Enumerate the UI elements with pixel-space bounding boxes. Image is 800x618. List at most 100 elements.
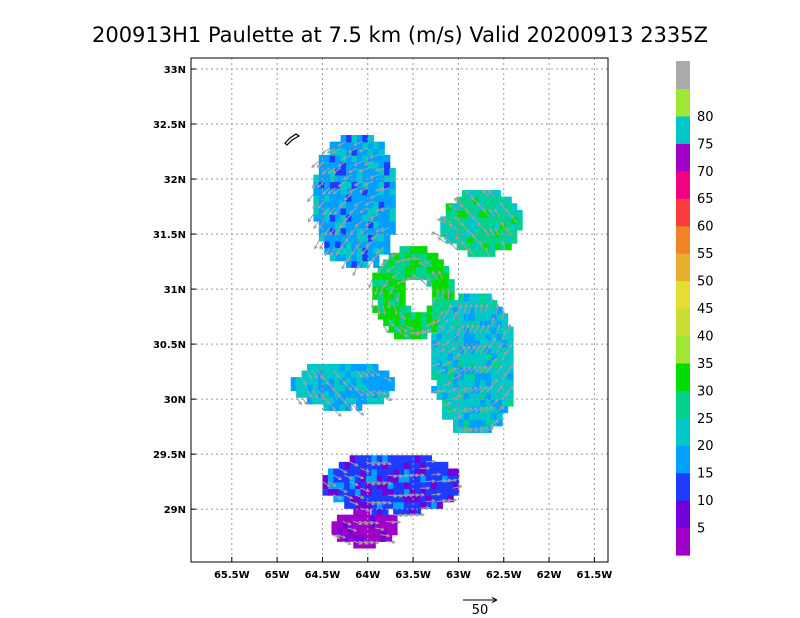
speed-cell (384, 174, 391, 183)
speed-cell (420, 475, 427, 483)
wind-vector-head (348, 387, 353, 391)
speed-cell (301, 377, 308, 385)
speed-cell (474, 418, 481, 427)
wind-vector-head (435, 288, 440, 293)
speed-cell (389, 181, 396, 189)
speed-cell (340, 253, 347, 262)
speed-cell (456, 229, 463, 238)
wind-vector (447, 368, 456, 374)
wind-vector (399, 311, 406, 320)
speed-cell (426, 305, 433, 314)
speed-cell (340, 207, 347, 216)
speed-cell (340, 141, 347, 150)
speed-cell (425, 461, 433, 470)
speed-cell (496, 418, 503, 427)
speed-cell (463, 412, 471, 420)
wind-vector-head (359, 230, 364, 234)
speed-cell (489, 236, 496, 244)
speed-cell (376, 455, 384, 463)
speed-cell (328, 363, 336, 372)
wind-vector-head (469, 427, 474, 432)
reference-vector: 50 (463, 597, 498, 618)
wind-vector-head (505, 391, 509, 396)
wind-vector-head (420, 278, 424, 282)
speed-cell (501, 339, 509, 348)
speed-cell (485, 425, 492, 433)
speed-cell (452, 392, 460, 400)
colorbar-bin (676, 472, 690, 501)
wind-vector (360, 487, 370, 492)
wind-vector (339, 396, 347, 404)
speed-cell (458, 352, 465, 361)
wind-vector (301, 376, 307, 386)
speed-cell (496, 319, 503, 328)
speed-cell (500, 209, 507, 218)
speed-cell (394, 325, 401, 333)
wind-vector-head (354, 463, 359, 467)
wind-vector-head (316, 184, 321, 189)
wind-vector (374, 285, 379, 295)
speed-cell (415, 332, 423, 340)
wind-vector-head (327, 483, 332, 487)
speed-cell (474, 399, 481, 407)
speed-cell (491, 372, 498, 381)
wind-vector-head (358, 541, 363, 545)
wind-vector-head (342, 535, 347, 539)
speed-cell (335, 234, 342, 242)
wind-vector-head (337, 183, 342, 188)
speed-cell (452, 300, 460, 308)
wind-vector (490, 419, 499, 426)
speed-cell (378, 207, 385, 216)
speed-cell (313, 174, 320, 183)
speed-cell (496, 339, 503, 348)
speed-cell (420, 481, 427, 490)
speed-cell (469, 306, 476, 315)
wind-vector-head (472, 234, 477, 239)
speed-cell (360, 468, 367, 476)
colorbar-bin (676, 308, 690, 337)
wind-vector (506, 385, 514, 393)
speed-cell (388, 305, 395, 314)
wind-vector-head (347, 521, 352, 526)
speed-cell (364, 534, 371, 542)
wind-vector (469, 407, 478, 413)
speed-cell (478, 209, 485, 218)
wind-vector (425, 500, 435, 502)
speed-cell (382, 468, 389, 476)
speed-cell (356, 154, 364, 163)
speed-cell (394, 305, 401, 314)
speed-cell (349, 461, 356, 470)
wind-vector (447, 479, 457, 483)
speed-cell (350, 390, 357, 398)
wind-vector-head (353, 182, 358, 187)
speed-cell (388, 265, 395, 274)
wind-vector (343, 194, 352, 201)
wind-vector (447, 326, 454, 334)
wind-vector-head (348, 189, 353, 194)
bermuda-coastline (284, 133, 301, 146)
speed-cell (388, 383, 395, 392)
wind-vector (339, 376, 346, 385)
wind-vector (388, 318, 394, 327)
wind-vector-head (421, 329, 426, 334)
speed-cell (452, 359, 460, 367)
wind-vector-head (397, 520, 402, 524)
speed-cell (505, 229, 512, 238)
speed-cell (421, 332, 428, 340)
speed-cell (485, 319, 492, 328)
speed-cell (399, 279, 406, 287)
wind-vector (479, 386, 488, 393)
wind-vector-head (458, 303, 463, 308)
speed-cell (331, 521, 338, 529)
speed-cell (432, 252, 439, 261)
wind-vector-head (489, 296, 494, 301)
wind-vector (338, 180, 347, 187)
wind-vector-head (374, 188, 379, 192)
speed-cell (384, 247, 391, 255)
speed-cell (366, 377, 374, 385)
wind-vector-head (436, 319, 441, 323)
speed-cell (384, 181, 391, 189)
wind-vector (490, 358, 497, 367)
speed-cell (353, 541, 360, 549)
speed-cell (372, 305, 379, 314)
